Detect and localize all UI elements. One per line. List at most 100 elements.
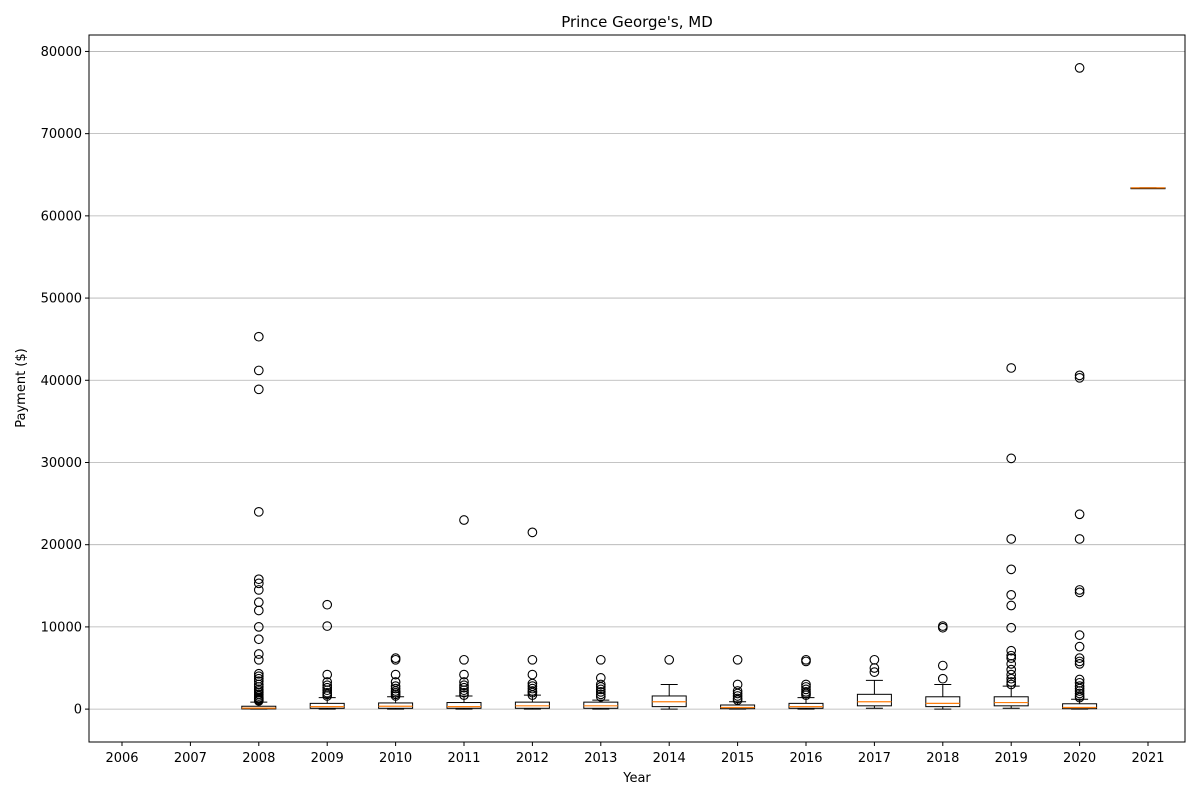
- x-tick-label: 2018: [926, 751, 959, 766]
- outlier-point: [253, 696, 264, 706]
- outlier-point: [1074, 630, 1085, 640]
- outlier-point: [322, 685, 333, 696]
- outlier-point: [732, 691, 743, 701]
- outlier-point: [732, 695, 743, 705]
- box-2009: [309, 599, 345, 710]
- y-tick-label: 50000: [41, 292, 82, 307]
- box-iqr: [856, 693, 892, 707]
- outlier-point: [869, 663, 880, 673]
- outlier-point: [1074, 534, 1085, 544]
- outlier-point: [390, 691, 401, 701]
- box-iqr: [788, 702, 824, 709]
- outlier-point: [253, 384, 264, 395]
- y-tick-label: 40000: [41, 374, 82, 389]
- outlier-point: [1074, 653, 1085, 663]
- outlier-point: [459, 669, 469, 680]
- y-tick-label: 10000: [41, 620, 82, 635]
- outlier-point: [459, 515, 469, 525]
- y-tick-label: 70000: [41, 127, 82, 142]
- outlier-point: [1074, 681, 1085, 691]
- x-tick-label: 2013: [584, 751, 617, 766]
- box-iqr: [925, 696, 961, 708]
- y-tick-label: 60000: [41, 209, 82, 224]
- outlier-point: [322, 599, 333, 610]
- outlier-point: [253, 649, 264, 659]
- outlier-point: [390, 669, 401, 680]
- outlier-point: [1006, 534, 1017, 544]
- outlier-point: [527, 527, 538, 538]
- outlier-point: [937, 673, 948, 684]
- x-tick-label: 2019: [995, 751, 1028, 766]
- outlier-point: [390, 683, 401, 694]
- outlier-point: [459, 687, 469, 698]
- x-tick-label: 2020: [1063, 751, 1096, 766]
- outlier-point: [390, 654, 401, 665]
- outlier-point: [1074, 656, 1085, 667]
- outlier-point: [595, 679, 606, 690]
- outlier-point: [322, 669, 333, 680]
- outlier-point: [801, 690, 811, 700]
- outlier-point: [459, 654, 469, 665]
- outlier-point: [527, 687, 538, 698]
- box-2021: [1130, 187, 1166, 190]
- outlier-point: [1006, 645, 1017, 656]
- outlier-point: [1006, 363, 1017, 373]
- box-iqr: [720, 704, 756, 710]
- box-2012: [514, 527, 550, 710]
- plot-area-frame: [88, 34, 1186, 743]
- outlier-point: [527, 669, 538, 680]
- outlier-point: [1074, 659, 1085, 669]
- outlier-point: [1006, 673, 1017, 684]
- outlier-point: [253, 654, 264, 665]
- y-tick-label: 30000: [41, 456, 82, 471]
- outlier-point: [1006, 659, 1017, 669]
- outlier-point: [322, 691, 333, 701]
- outlier-point: [1074, 686, 1085, 696]
- outlier-point: [253, 574, 264, 585]
- outlier-point: [253, 634, 264, 645]
- outlier-point: [459, 685, 469, 696]
- outlier-point: [527, 683, 538, 694]
- outlier-point: [869, 667, 880, 677]
- x-tick-label: 2008: [242, 751, 275, 766]
- outlier-point: [459, 682, 469, 693]
- outlier-point: [1074, 688, 1085, 699]
- x-tick-label: 2015: [721, 751, 754, 766]
- box-iqr: [378, 702, 414, 709]
- box-iqr: [309, 702, 345, 709]
- x-tick-label: 2009: [311, 751, 344, 766]
- outlier-point: [1074, 370, 1085, 381]
- grid-lines: [89, 51, 1185, 710]
- outlier-point: [1074, 692, 1085, 703]
- outlier-point: [595, 684, 606, 695]
- outlier-point: [1006, 679, 1017, 690]
- outlier-point: [595, 689, 606, 700]
- outlier-point: [1074, 587, 1085, 598]
- box-iqr: [583, 701, 619, 709]
- outlier-point: [1006, 664, 1017, 675]
- box-2017: [856, 654, 892, 709]
- outlier-point: [253, 578, 264, 589]
- outlier-point: [595, 687, 606, 697]
- outlier-point: [1006, 564, 1017, 575]
- outlier-point: [1006, 600, 1017, 611]
- outlier-point: [253, 331, 264, 342]
- x-tick-label: 2021: [1131, 751, 1164, 766]
- outlier-point: [595, 682, 606, 692]
- x-axis-ticks: 2006 2007 2008 2009 2010 2011 2012 2013 2014 2015…: [105, 742, 1165, 766]
- outlier-point: [1074, 641, 1085, 652]
- outlier-point: [459, 680, 469, 691]
- outlier-point: [253, 668, 264, 679]
- box-2020: [1062, 63, 1098, 710]
- y-tick-label: 0: [74, 703, 82, 718]
- outlier-point: [1006, 653, 1017, 663]
- outlier-point: [732, 688, 743, 699]
- box-2010: [378, 653, 414, 710]
- x-tick-label: 2014: [653, 751, 686, 766]
- box-2015: [720, 654, 756, 710]
- outlier-point: [253, 585, 264, 595]
- outlier-point: [1006, 669, 1017, 680]
- outlier-point: [459, 690, 469, 700]
- outlier-point: [1074, 63, 1085, 73]
- outlier-point: [732, 654, 743, 665]
